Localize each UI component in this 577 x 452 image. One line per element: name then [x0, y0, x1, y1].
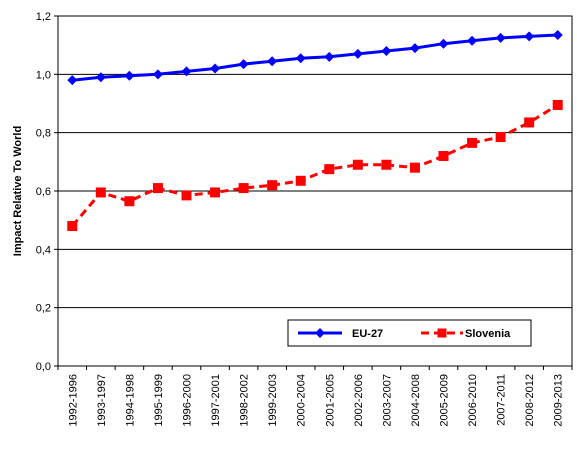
data-point-eu27	[95, 72, 106, 83]
y-tick-label: 1,2	[36, 11, 51, 23]
data-point-slovenia	[210, 187, 221, 198]
y-tick-label: 0,8	[36, 128, 51, 140]
x-tick-label: 2008-2012	[524, 374, 536, 427]
x-tick-label: 2007-2011	[496, 374, 508, 426]
series-layer	[67, 29, 563, 231]
data-point-eu27	[295, 53, 306, 64]
legend-eu27-marker	[315, 328, 325, 338]
data-point-eu27	[495, 32, 506, 43]
data-point-eu27	[181, 66, 192, 77]
x-tick-label: 2003-2007	[381, 374, 393, 427]
x-tick-label: 1994-1998	[124, 374, 136, 427]
data-point-eu27	[152, 69, 163, 80]
data-point-slovenia	[238, 183, 249, 194]
data-point-slovenia	[409, 162, 420, 173]
x-tick-label: 1997-2001	[210, 374, 222, 427]
data-point-slovenia	[95, 187, 106, 198]
x-tick-label: 2001-2005	[324, 374, 336, 427]
data-point-slovenia	[181, 190, 192, 201]
x-tick-label: 1998-2002	[239, 374, 251, 427]
legend-slovenia-marker	[437, 328, 447, 338]
data-point-eu27	[524, 31, 535, 42]
x-tick-label: 1993-1997	[96, 374, 108, 427]
data-point-eu27	[409, 43, 420, 54]
data-point-eu27	[467, 35, 478, 46]
data-point-slovenia	[152, 183, 163, 194]
x-tick-label: 1996-2000	[182, 374, 194, 427]
gridlines	[58, 15, 572, 309]
data-point-eu27	[552, 29, 563, 40]
data-point-slovenia	[524, 117, 535, 128]
x-tick-label: 2004-2008	[410, 374, 422, 427]
data-point-eu27	[67, 75, 78, 86]
x-tick-label: 1995-1999	[153, 374, 165, 427]
x-tick-label: 2006-2010	[467, 374, 479, 427]
data-point-slovenia	[324, 164, 335, 175]
data-point-eu27	[124, 70, 135, 81]
data-point-slovenia	[352, 159, 363, 170]
data-point-eu27	[352, 48, 363, 59]
x-tick-label: 1999-2003	[267, 374, 279, 427]
data-point-slovenia	[267, 180, 278, 191]
y-tick-label: 0,2	[36, 303, 51, 315]
x-tick-label: 2000-2004	[296, 374, 308, 427]
series-line-eu27	[72, 33, 558, 82]
data-point-eu27	[381, 46, 392, 56]
x-axis-ticks: 1992-1996 1993-1997 1994-1998 1995-1999 1996…	[57, 366, 573, 427]
series-line-slovenia	[71, 103, 559, 227]
x-tick-label: 1992-1996	[67, 374, 79, 427]
x-tick-label: 2009-2013	[553, 374, 565, 427]
data-point-eu27	[267, 56, 278, 67]
data-point-slovenia	[124, 196, 135, 207]
y-tick-label: 0,4	[36, 244, 51, 256]
data-point-slovenia	[438, 151, 449, 161]
legend: EU-27 Slovenia	[287, 319, 532, 347]
data-point-eu27	[238, 59, 249, 70]
data-point-eu27	[210, 63, 221, 74]
y-tick-label: 0,0	[36, 361, 51, 373]
x-tick-label: 2005-2009	[439, 374, 451, 427]
data-point-slovenia	[381, 159, 392, 170]
legend-slovenia-label: Slovenia	[465, 328, 511, 340]
data-point-eu27	[438, 38, 449, 49]
data-point-slovenia	[295, 175, 306, 186]
x-tick-label: 2002-2006	[353, 374, 365, 427]
data-point-slovenia	[467, 137, 478, 148]
data-point-slovenia	[552, 99, 563, 110]
data-point-eu27	[324, 51, 335, 62]
data-point-slovenia	[495, 132, 506, 143]
y-axis-ticks: 0,0 0,2 0,4 0,6 0,8 1,0 1,2	[36, 11, 58, 373]
data-point-slovenia	[67, 221, 78, 231]
y-tick-label: 1,0	[36, 69, 51, 81]
y-axis-title: Impact Relative To World	[12, 126, 24, 256]
legend-eu27-label: EU-27	[352, 328, 383, 340]
y-tick-label: 0,6	[36, 186, 51, 198]
